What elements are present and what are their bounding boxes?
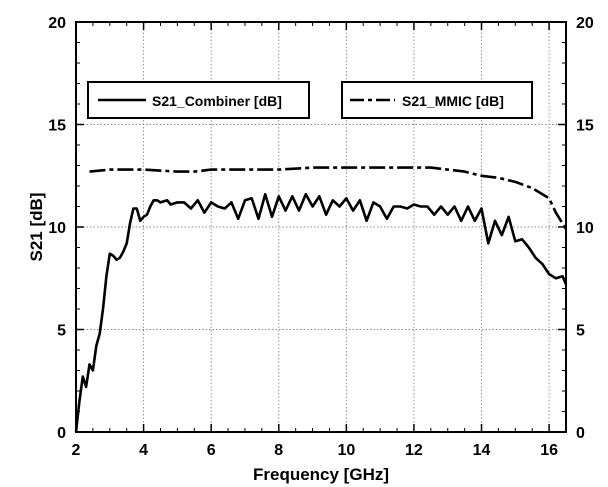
x-tick-label: 4	[139, 442, 148, 459]
series-line-mmic	[89, 166, 568, 230]
legend: S21_Combiner [dB] S21_MMIC [dB]	[87, 81, 533, 119]
legend-item-combiner: S21_Combiner [dB]	[87, 81, 310, 119]
tick-labels: 2 4 6 8 10 12 14 16 0 0 5 5 10 10 15 15 20 20	[48, 15, 594, 459]
x-tick-label: 12	[405, 442, 423, 459]
y-tick-label-right: 15	[576, 118, 594, 135]
x-tick-label: 6	[207, 442, 216, 459]
x-tick-label: 16	[540, 442, 558, 459]
legend-label-combiner: S21_Combiner [dB]	[152, 93, 282, 109]
y-axis-title: S21 [dB]	[27, 193, 46, 262]
y-tick-label: 15	[48, 118, 66, 135]
grid-lines	[76, 22, 566, 432]
y-tick-label: 10	[48, 220, 66, 237]
tick-marks	[75, 21, 567, 433]
series-line-combiner	[74, 192, 568, 433]
y-tick-label-right: 0	[576, 425, 585, 442]
x-tick-label: 14	[473, 442, 491, 459]
y-tick-label-right: 10	[576, 220, 594, 237]
y-tick-label: 0	[57, 425, 66, 442]
x-axis-title: Frequency [GHz]	[253, 465, 389, 484]
y-tick-label-right: 20	[576, 15, 594, 32]
y-tick-label: 5	[57, 323, 66, 340]
legend-label-mmic: S21_MMIC [dB]	[402, 93, 504, 109]
x-tick-label: 2	[72, 442, 81, 459]
legend-box-mmic	[341, 81, 533, 119]
legend-item-mmic: S21_MMIC [dB]	[341, 81, 533, 119]
x-tick-label: 10	[337, 442, 355, 459]
x-tick-label: 8	[274, 442, 283, 459]
y-tick-label: 20	[48, 15, 66, 32]
series-lines	[74, 166, 568, 433]
y-tick-label-right: 5	[576, 323, 585, 340]
